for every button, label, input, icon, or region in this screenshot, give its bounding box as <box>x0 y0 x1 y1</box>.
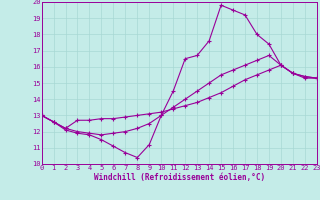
X-axis label: Windchill (Refroidissement éolien,°C): Windchill (Refroidissement éolien,°C) <box>94 173 265 182</box>
